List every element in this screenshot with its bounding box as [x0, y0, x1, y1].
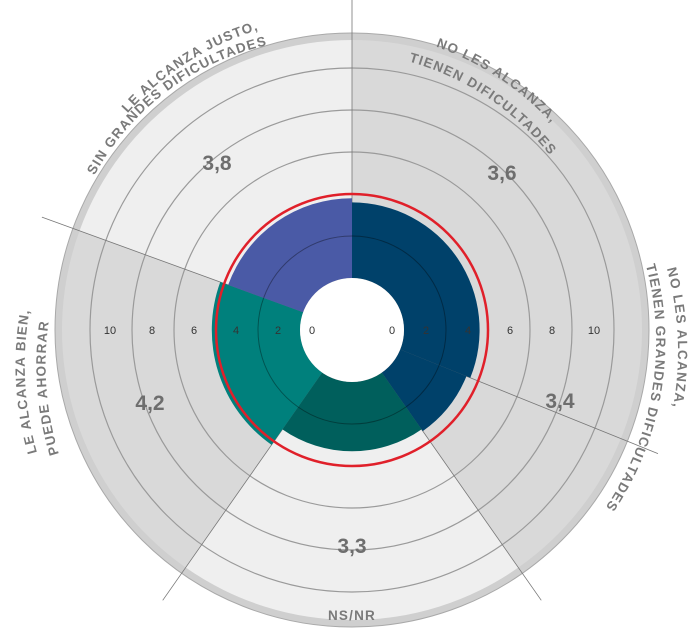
bar-0 [352, 202, 480, 378]
bar-2 [282, 372, 422, 452]
bar-0-ring-2 [351, 235, 447, 366]
value-label-1: 3,4 [545, 390, 575, 413]
tick-label-left-2: 2 [275, 325, 281, 337]
tick-label-left-0: 0 [309, 325, 315, 337]
radial-tick-labels: 0 0 2 2 4 4 6 6 8 8 10 10 [104, 325, 600, 337]
reference-circle [214, 192, 490, 468]
value-label-3: 4,2 [135, 392, 164, 415]
bar-1 [381, 349, 467, 432]
tick-label-right-8: 8 [549, 325, 555, 337]
value-label-4: 3,8 [202, 152, 232, 175]
category-label-2: NS/NR [328, 608, 376, 623]
bar-4-ring-2 [263, 235, 353, 299]
tick-label-right-4: 4 [465, 325, 471, 337]
tick-label-left-4: 4 [233, 325, 239, 337]
tick-label-left-6: 6 [191, 325, 197, 337]
value-label-2: 3,3 [337, 535, 366, 558]
tick-label-right-2: 2 [423, 325, 429, 337]
tick-label-left-10: 10 [104, 325, 116, 337]
tick-label-right-10: 10 [588, 325, 600, 337]
center-hole [300, 278, 404, 382]
tick-label-left-8: 8 [149, 325, 155, 337]
bar-1-ring-2 [405, 365, 440, 408]
value-labels: 3,6 3,4 3,3 4,2 3,8 [135, 152, 575, 558]
bar-3-ring-2 [257, 297, 299, 408]
value-label-0: 3,6 [487, 162, 516, 185]
tick-label-right-0: 0 [389, 325, 395, 337]
bar-4 [228, 198, 352, 313]
sector-bg-2 [185, 372, 519, 620]
reference-circle-line [214, 192, 490, 468]
tick-label-right-6: 6 [507, 325, 513, 337]
bar-2-ring-2 [297, 406, 407, 425]
